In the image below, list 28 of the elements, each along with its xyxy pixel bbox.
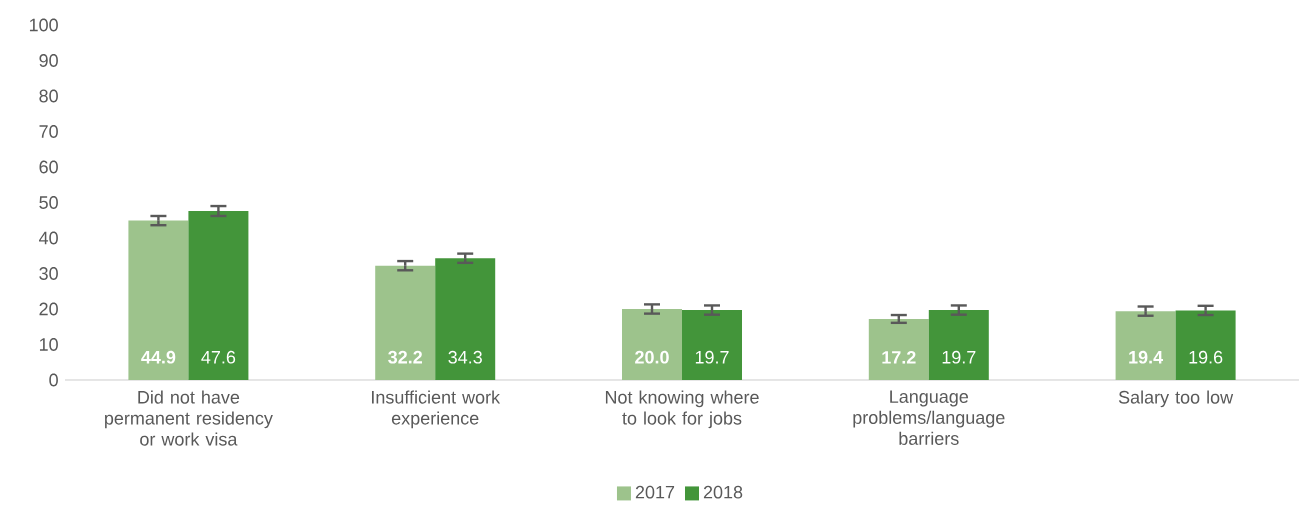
x-tick-label: Not knowing where to look for jobs [605, 390, 759, 429]
data-label: 34.3 [448, 350, 482, 364]
y-tick-label: 60 [39, 160, 58, 174]
y-tick-label: 70 [39, 125, 58, 138]
data-label: 47.6 [201, 350, 236, 364]
data-label: 20.0 [635, 350, 669, 364]
x-tick-label: Language problems/language barriers [853, 390, 1005, 445]
legend-label: 2018 [703, 485, 743, 499]
data-label: 32.2 [388, 350, 422, 364]
x-tick-label: Did not have permanent residency or work visa [105, 390, 273, 446]
x-tick-label: Salary too low [1118, 390, 1234, 408]
y-tick-label: 30 [39, 267, 58, 280]
data-label: 19.7 [942, 350, 976, 364]
data-label: 19.4 [1129, 350, 1164, 364]
y-tick-label: 50 [39, 196, 58, 209]
y-tick-label: 10 [39, 338, 58, 351]
y-tick-label: 80 [39, 89, 58, 103]
y-tick-label: 100 [29, 18, 58, 32]
y-tick-label: 0 [49, 373, 58, 387]
y-tick-label: 20 [39, 302, 58, 316]
data-label: 19.6 [1189, 350, 1223, 364]
legend-label: 2017 [635, 485, 675, 499]
y-tick-label: 90 [39, 54, 58, 67]
data-label: 19.7 [695, 350, 729, 364]
data-label: 44.9 [141, 350, 176, 364]
data-label: 17.2 [882, 350, 916, 364]
y-tick-label: 40 [39, 231, 58, 245]
x-tick-label: Insufficient work experience [372, 390, 501, 429]
